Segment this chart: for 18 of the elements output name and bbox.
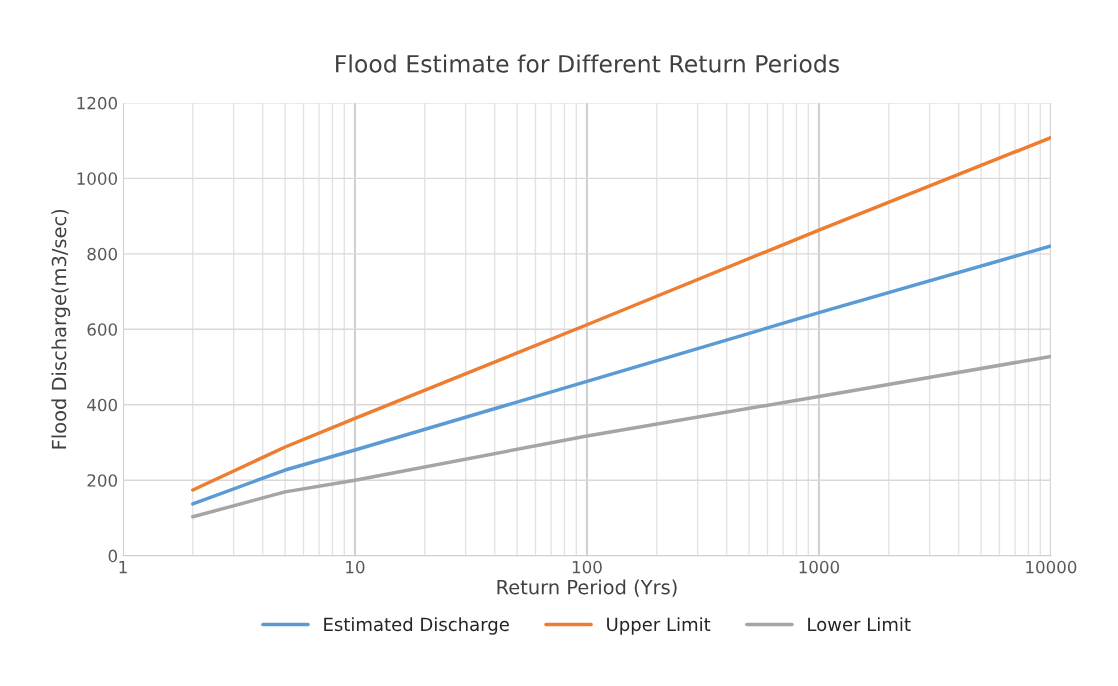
y-tick-label: 1000 xyxy=(77,172,118,185)
x-tick-label: 10000 xyxy=(1026,560,1077,574)
y-tick-label: 1200 xyxy=(77,96,118,110)
x-tick-label: 1000 xyxy=(799,560,840,574)
y-tick-label: 400 xyxy=(87,398,118,412)
x-tick-label: 100 xyxy=(572,560,602,574)
legend-label: Upper Limit xyxy=(607,617,711,635)
y-tick-label: 600 xyxy=(87,323,118,336)
legend-label: Estimated Discharge xyxy=(324,617,509,635)
y-tick-label: 200 xyxy=(87,474,118,487)
y-axis-title: Flood Discharge(m3/sec) xyxy=(51,209,71,449)
chart-title: Flood Estimate for Different Return Periods xyxy=(336,54,839,73)
y-tick-label: 0 xyxy=(108,549,118,563)
x-axis-title: Return Period (Yrs) xyxy=(497,579,677,597)
x-tick-label: 1 xyxy=(119,561,127,574)
x-tick-label: 10 xyxy=(346,560,365,574)
y-tick-label: 800 xyxy=(87,247,118,261)
legend-label: Lower Limit xyxy=(808,617,911,632)
